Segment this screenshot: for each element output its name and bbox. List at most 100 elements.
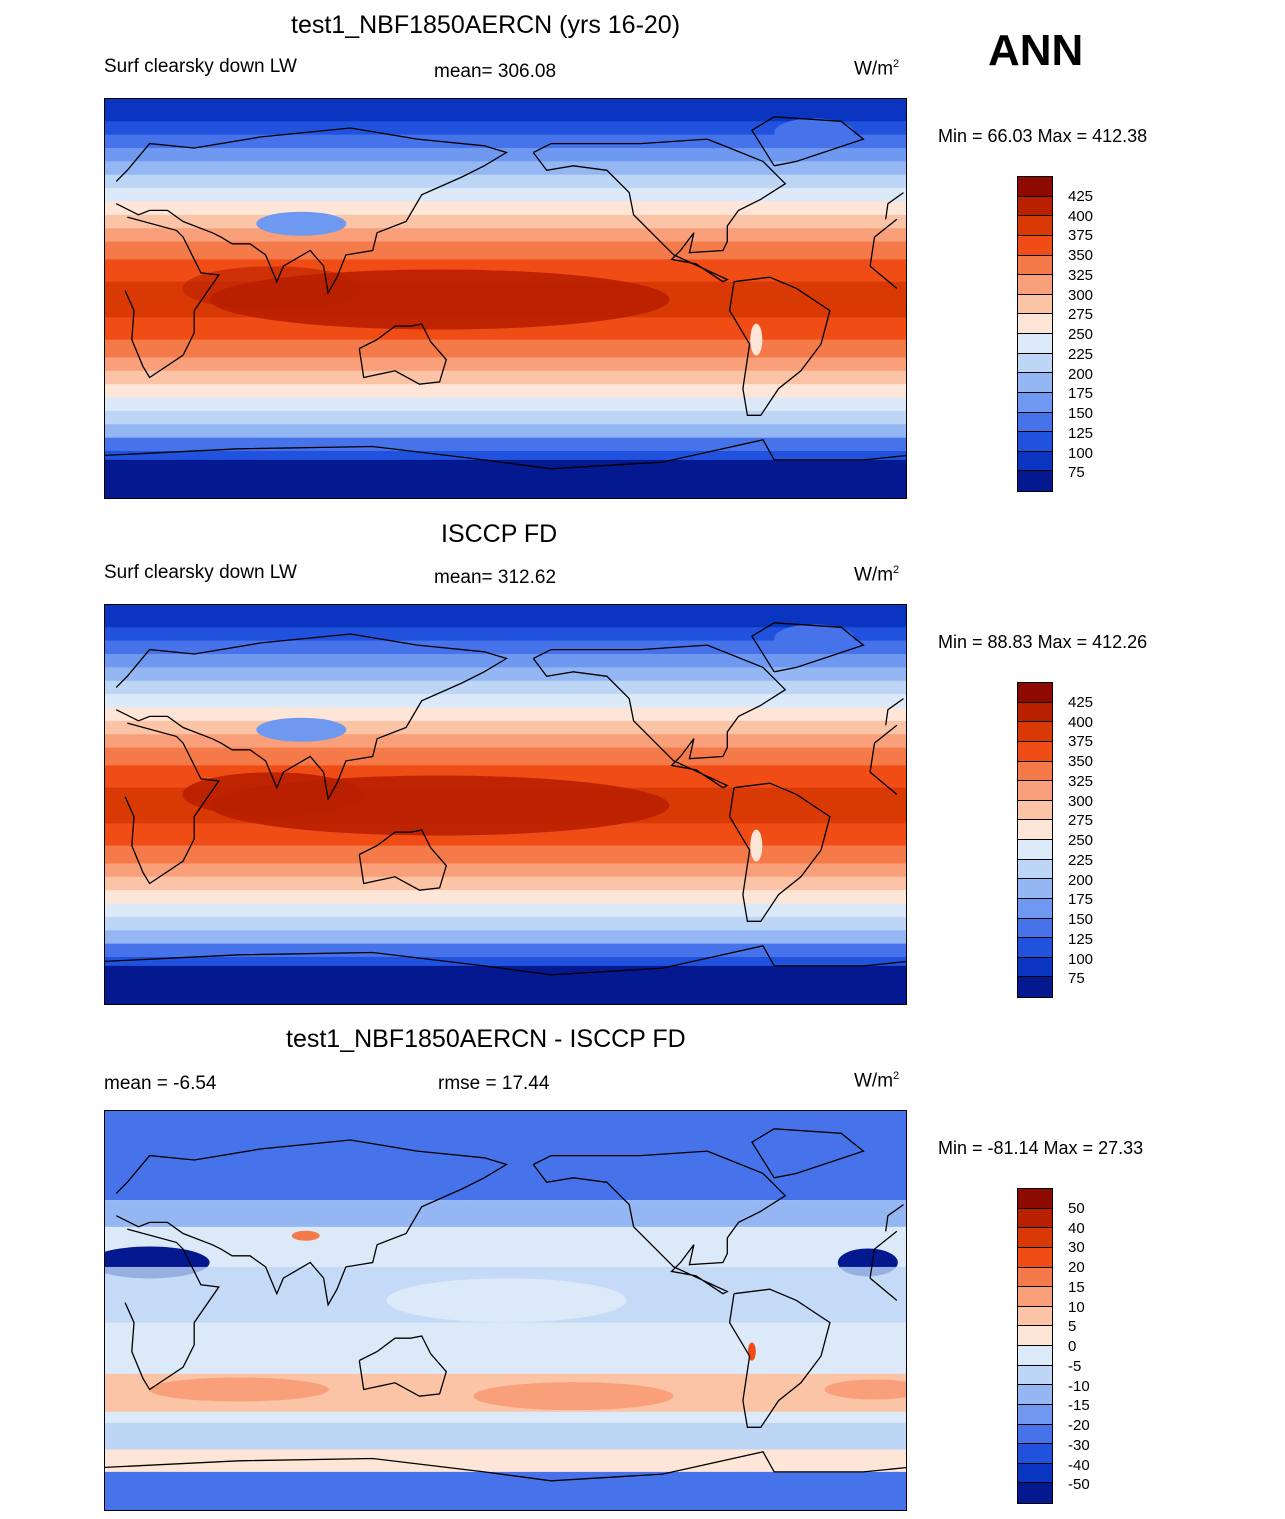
colorbar-tick-label: 50 bbox=[1068, 1199, 1085, 1217]
field-band bbox=[105, 671, 906, 677]
colorbar-tick-label: -15 bbox=[1068, 1397, 1090, 1415]
field-band bbox=[105, 428, 906, 434]
colorbar-tick-label: -30 bbox=[1068, 1436, 1090, 1454]
tibet-cold-spot bbox=[256, 211, 347, 236]
andes-cool bbox=[750, 323, 763, 356]
colorbar-tick-label: 10 bbox=[1068, 1298, 1085, 1316]
field-band bbox=[105, 707, 906, 713]
coastline bbox=[532, 1150, 787, 1295]
colorbar-swatch bbox=[1018, 977, 1052, 997]
coastline bbox=[124, 722, 898, 885]
greenland-cold-spot bbox=[774, 118, 855, 147]
panel3-map bbox=[104, 1110, 907, 1511]
colorbar-swatch bbox=[1018, 879, 1052, 899]
colorbar-swatch bbox=[1018, 683, 1052, 703]
field-band bbox=[105, 370, 906, 376]
colorbar-tick-label: 5 bbox=[1068, 1318, 1077, 1336]
field-band bbox=[105, 716, 906, 722]
colorbar-swatch bbox=[1018, 255, 1052, 276]
field-band bbox=[105, 622, 906, 628]
field-band bbox=[105, 734, 906, 740]
field-south-pale bbox=[105, 1449, 906, 1472]
colorbar-swatch bbox=[1018, 859, 1052, 880]
field-band bbox=[105, 765, 906, 771]
colorbar-swatch bbox=[1018, 1483, 1052, 1503]
field-band bbox=[105, 232, 906, 238]
field-band bbox=[105, 357, 906, 363]
colorbar-tick-label: 350 bbox=[1068, 247, 1094, 264]
colorbar-swatch bbox=[1018, 1463, 1052, 1484]
colorbar-swatch bbox=[1018, 392, 1052, 413]
field-band bbox=[105, 125, 906, 131]
field-band bbox=[105, 197, 906, 202]
field-band bbox=[105, 890, 906, 896]
coastline bbox=[358, 323, 448, 385]
coastline bbox=[105, 1451, 906, 1482]
field-band bbox=[105, 99, 906, 104]
field-band bbox=[105, 161, 906, 167]
field-band bbox=[105, 698, 906, 704]
field-band bbox=[105, 339, 906, 345]
field-band bbox=[105, 406, 906, 412]
field-band bbox=[105, 613, 906, 619]
field-band bbox=[105, 205, 906, 211]
colorbar-tick-label: 125 bbox=[1068, 930, 1094, 948]
colorbar-tick-label: 425 bbox=[1068, 693, 1094, 711]
field-band bbox=[105, 845, 906, 851]
field-band bbox=[105, 116, 906, 122]
colorbar-tick-label: -40 bbox=[1068, 1456, 1090, 1474]
field-band bbox=[105, 134, 906, 140]
coastline bbox=[750, 1128, 865, 1179]
colorbar-tick-label: 15 bbox=[1068, 1278, 1085, 1296]
field-band bbox=[105, 605, 906, 610]
field-band bbox=[105, 223, 906, 229]
field-band bbox=[105, 170, 906, 176]
field-band bbox=[105, 640, 906, 646]
field-band bbox=[105, 939, 906, 945]
field-band bbox=[105, 858, 906, 864]
colorbar-tick-label: 375 bbox=[1068, 227, 1094, 245]
field-band bbox=[105, 636, 906, 642]
field-band bbox=[105, 330, 906, 336]
field-band bbox=[105, 961, 906, 967]
field-band bbox=[105, 352, 906, 358]
coastline bbox=[358, 1335, 448, 1397]
field-band bbox=[105, 867, 906, 873]
field-band bbox=[105, 752, 906, 757]
colorbar-swatch bbox=[1018, 781, 1052, 801]
field-band bbox=[105, 747, 906, 753]
colorbar-tick-label: 75 bbox=[1068, 464, 1085, 482]
coastline bbox=[750, 622, 865, 673]
panel3-mean-label: mean = -6.54 bbox=[104, 1073, 217, 1094]
colorbar-tick-label: 325 bbox=[1068, 266, 1094, 284]
colorbar-swatch bbox=[1018, 177, 1052, 197]
field-band bbox=[105, 103, 906, 109]
field-band bbox=[105, 894, 906, 900]
field-band bbox=[105, 934, 906, 940]
field-band bbox=[105, 658, 906, 664]
field-band bbox=[105, 375, 906, 381]
colorbar-swatch bbox=[1018, 702, 1052, 723]
field-band bbox=[105, 179, 906, 185]
field-north bbox=[105, 1111, 906, 1201]
field-band bbox=[105, 139, 906, 145]
colorbar-tick-label: 125 bbox=[1068, 424, 1094, 442]
colorbar-tick-label: 175 bbox=[1068, 385, 1094, 403]
colorbar-tick-label: 40 bbox=[1068, 1219, 1085, 1237]
colorbar-swatch bbox=[1018, 957, 1052, 978]
colorbar-swatch bbox=[1018, 432, 1052, 452]
warm-pool bbox=[182, 266, 363, 311]
colorbar-swatch bbox=[1018, 1444, 1052, 1464]
field-band bbox=[105, 854, 906, 860]
colorbar-swatch bbox=[1018, 898, 1052, 919]
colorbar-swatch bbox=[1018, 216, 1052, 236]
field-band bbox=[105, 192, 906, 198]
panel3-minmax: Min = -81.14 Max = 27.33 bbox=[938, 1138, 1144, 1158]
colorbar-swatch bbox=[1018, 1287, 1052, 1307]
field-band bbox=[105, 379, 906, 385]
tibet-cold-spot bbox=[256, 717, 347, 742]
colorbar-swatch bbox=[1018, 471, 1052, 491]
colorbar-tick-label: 100 bbox=[1068, 444, 1094, 462]
panel1-mean-label: mean= 306.08 bbox=[434, 61, 557, 82]
field-band bbox=[105, 872, 906, 878]
